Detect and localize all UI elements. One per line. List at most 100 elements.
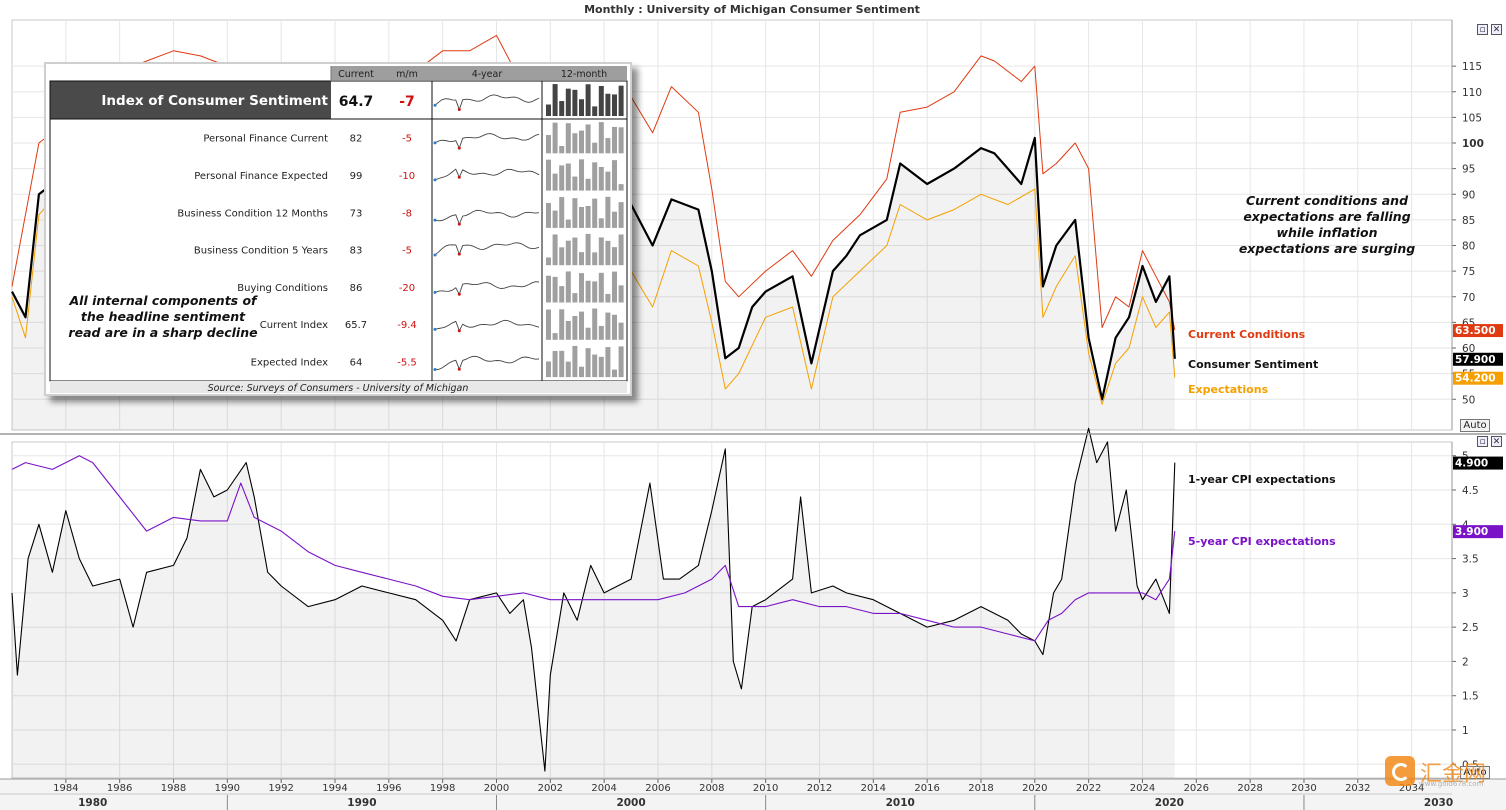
x-tick-label: 1996 [376,783,401,794]
mini-bar-12-month [592,162,598,191]
pane-close-icon[interactable]: ✕ [1491,436,1502,447]
table-source: Source: Surveys of Consumers - Universit… [208,383,469,394]
sparkline-low-marker [457,367,461,371]
mini-bar-12-month [605,93,611,116]
y-tick-label: 3 [1462,588,1469,600]
series-label-current: Current Conditions [1188,328,1306,341]
y-tick-label: 1 [1462,725,1469,737]
lower-auto-scale-button[interactable]: Auto [1460,766,1490,779]
x-decade-label: 1980 [78,797,107,809]
mini-bar-12-month [612,271,617,303]
mini-bar-12-month [572,237,578,266]
mini-bar-12-month [579,206,584,228]
mini-bar-12-month [585,178,591,191]
sparkline-low-marker [457,329,461,333]
mini-bar-12-month [579,159,584,191]
sparkline-4-year [434,319,540,332]
mini-bar-12-month [592,354,598,378]
right-annotation: Current conditions and expectations are … [1222,193,1432,257]
y-tick-label: 2 [1462,656,1469,668]
table-row-mm: -9.4 [397,320,417,331]
mini-bar-12-month [546,275,551,303]
mini-bar-12-month [552,84,558,116]
mini-bar-12-month [546,202,551,228]
x-decade-label: 2020 [1155,797,1184,809]
pane-close-icon[interactable]: ✕ [1491,24,1502,35]
x-tick-label: 2002 [538,783,563,794]
mini-bar-12-month [598,122,604,154]
table-row-mm: -5 [402,246,412,257]
last-value-badge-expectations [1453,371,1503,385]
y-tick-label: 115 [1462,61,1482,73]
mini-bar-12-month [618,127,624,154]
mini-bar-12-month [618,184,624,191]
mini-bar-12-month [618,322,624,340]
table-row-current: 64 [350,357,363,368]
y-tick-label: 75 [1462,266,1475,278]
mini-bar-12-month [559,309,565,340]
x-tick-label: 2008 [699,783,724,794]
mini-bar-12-month [559,101,565,116]
last-value-text-sentiment: 57.900 [1455,354,1496,366]
mini-bar-12-month [605,196,611,228]
sparkline-low-marker [457,175,461,179]
mini-bar-12-month [552,234,558,266]
x-tick-label: 2010 [753,783,778,794]
sparkline-start-marker [433,141,437,145]
header-current: Current [338,69,374,80]
sparkline-4-year [434,168,540,181]
y-tick-label: 2.5 [1462,622,1479,634]
y-tick-label: 70 [1462,292,1475,304]
mini-bar-12-month [592,308,598,340]
mini-bar-12-month [552,173,558,191]
mini-bar-12-month [605,240,611,266]
x-decade-label: 2000 [616,797,645,809]
annotation-line: All internal components of [69,293,257,308]
lower-plot-area [11,441,1453,779]
mini-bar-12-month [585,233,591,266]
x-tick-label: 1988 [161,783,186,794]
headline-mm: -7 [399,94,415,110]
y-tick-label: 80 [1462,241,1475,253]
mini-bar-12-month [552,122,558,154]
sparkline-start-marker [433,290,437,294]
sparkline-low-marker [457,292,461,296]
sparkline-4-year [434,281,540,296]
mini-bar-12-month [618,202,624,228]
x-decade-label: 2030 [1424,797,1453,809]
watermark: 汇金网 www.gold678.com [1385,754,1497,788]
mini-bar-12-month [579,311,584,340]
mini-bar-12-month [565,88,571,116]
mini-bar-12-month [565,271,571,303]
last-value-text-current: 63.500 [1455,325,1496,337]
pane-restore-icon[interactable]: ▫ [1477,24,1488,35]
mini-bar-12-month [572,316,578,340]
series-area-fill [12,428,1175,778]
mini-bar-12-month [579,252,584,266]
y-tick-label: 90 [1462,189,1475,201]
mini-bar-12-month [592,198,598,228]
upper-auto-scale-button[interactable]: Auto [1460,419,1490,432]
x-tick-label: 2028 [1237,783,1262,794]
pane-restore-icon[interactable]: ▫ [1477,436,1488,447]
mini-bar-12-month [559,165,565,191]
series-line-cpi5 [11,455,1176,642]
table-row-current: 86 [350,283,363,294]
mini-bar-12-month [592,142,598,154]
mini-bar-12-month [559,247,565,266]
mini-bar-12-month [605,171,611,191]
series-label-sentiment: Consumer Sentiment [1188,358,1318,371]
watermark-logo-ring-icon [1392,763,1410,781]
left-annotation: All internal components of the headline … [58,293,268,341]
mini-bar-12-month [605,347,611,378]
mini-bar-12-month [565,320,571,340]
last-value-text-cpi1: 4.900 [1455,458,1488,470]
last-value-badge-current [1453,324,1503,338]
mini-bar-12-month [592,106,598,116]
mini-bar-12-month [598,237,604,266]
series-line-cpi1 [11,427,1176,772]
annotation-line: expectations are falling [1243,209,1411,224]
mini-bar-12-month [592,281,598,303]
table-row-label: Business Condition 12 Months [177,208,328,219]
mini-bar-12-month [552,210,558,228]
